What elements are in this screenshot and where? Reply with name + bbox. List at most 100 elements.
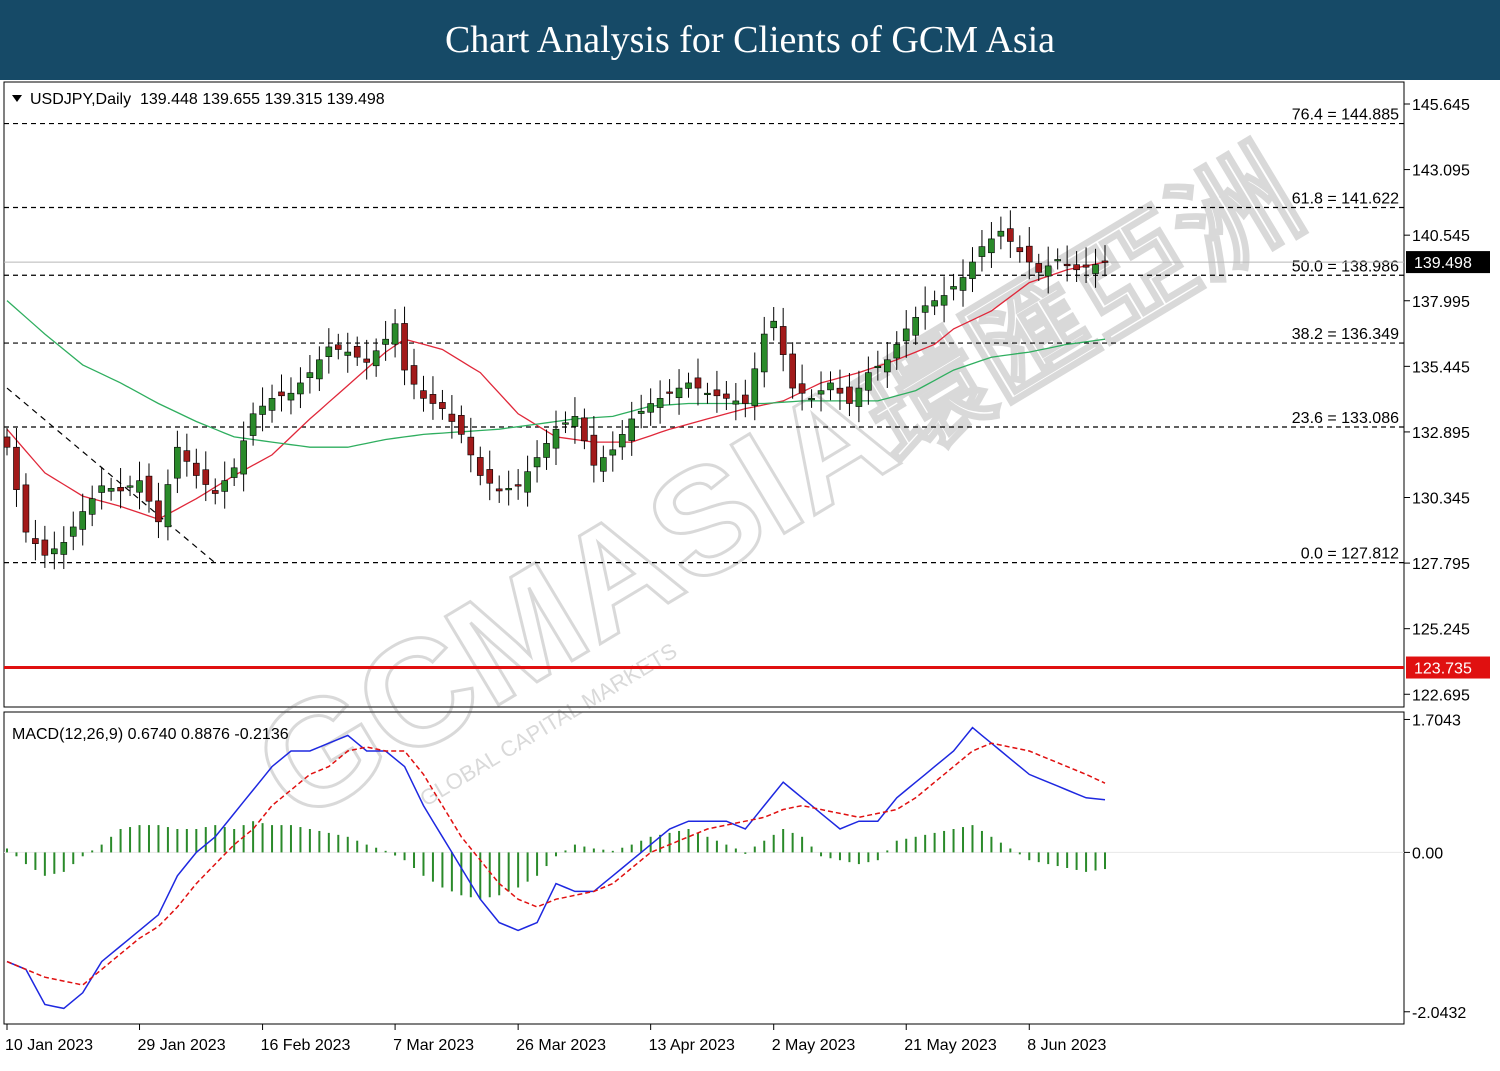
candle-body	[60, 542, 68, 555]
candle-body	[164, 484, 172, 528]
candle-body	[950, 286, 957, 290]
candle-body	[1054, 259, 1061, 262]
candle-body	[88, 498, 96, 515]
candle-body	[1016, 247, 1024, 253]
candle-body	[202, 469, 210, 485]
price-axis-label: 145.645	[1412, 97, 1470, 114]
candle-body	[959, 277, 967, 291]
fib-label-5: 0.0 = 127.812	[1301, 546, 1399, 563]
trendline-dashed	[6, 387, 216, 564]
candle-body	[893, 344, 901, 359]
time-axis-label: 10 Jan 2023	[5, 1037, 93, 1054]
candle-body	[278, 391, 285, 397]
price-axis-label: 125.245	[1412, 622, 1470, 639]
candle-body	[883, 359, 891, 373]
symbol-dropdown-icon[interactable]	[12, 95, 22, 102]
candle-body	[637, 410, 645, 414]
candle-body	[552, 428, 560, 449]
candle-body	[391, 323, 399, 345]
candle-body	[1063, 263, 1071, 267]
macd-pane-frame	[3, 711, 1405, 1025]
time-axis-label: 8 Jun 2023	[1027, 1037, 1106, 1054]
chart-banner-title: Chart Analysis for Clients of GCM Asia	[0, 0, 1500, 80]
candle-body	[51, 548, 58, 555]
candle-body	[193, 462, 200, 476]
price-axis-label: 122.695	[1412, 687, 1470, 704]
candle-body	[723, 393, 730, 399]
candle-body	[334, 344, 342, 350]
candle-body	[751, 368, 759, 406]
candle-body	[467, 436, 475, 456]
time-axis-label: 21 May 2023	[904, 1037, 997, 1054]
macd-pane: 1.7043 0.00 -2.0432 10 Jan 2023 29 Jan 2023 1…	[4, 712, 1466, 1054]
chart-canvas: GCMASIA 環匯亞洲 GLOBAL CAPITAL MARKETS 76.4…	[3, 81, 1490, 1054]
macd-axis-label: 1.7043	[1412, 712, 1461, 729]
candle-body	[3, 436, 11, 448]
candle-body	[363, 358, 370, 363]
candle-body	[590, 434, 598, 466]
candle-body	[742, 394, 749, 404]
candle-body	[524, 471, 531, 493]
candle-body	[353, 345, 361, 358]
candle-body	[448, 413, 456, 422]
price-axis-label: 140.545	[1412, 228, 1470, 245]
candle-body	[41, 539, 49, 556]
candle-body	[533, 457, 541, 468]
candle-body	[988, 238, 995, 254]
candle-body	[694, 377, 702, 389]
candle-body	[1101, 260, 1109, 263]
candle-body	[647, 403, 654, 413]
candle-body	[1025, 245, 1033, 263]
candle-body	[902, 328, 910, 342]
candle-body	[174, 446, 181, 479]
macd-line	[6, 726, 1106, 1010]
candle-body	[476, 457, 484, 476]
time-axis-label: 2 May 2023	[772, 1037, 856, 1054]
candle-body	[969, 261, 976, 279]
candle-body	[230, 467, 238, 478]
candle-body	[921, 305, 929, 313]
candle-body	[1073, 264, 1080, 271]
candle-body	[79, 511, 87, 530]
macd-axis-label: 0.00	[1412, 845, 1443, 862]
current-price-tag: 139.498	[1414, 255, 1472, 272]
candle-body	[287, 392, 295, 401]
candle-body	[978, 246, 986, 257]
candle-body	[382, 338, 389, 345]
candle-body	[514, 484, 522, 487]
candle-body	[618, 434, 626, 448]
candle-body	[32, 538, 39, 544]
candle-body	[581, 417, 588, 442]
fib-label-1: 61.8 = 141.622	[1292, 190, 1399, 207]
macd-signal-line	[6, 742, 1106, 986]
candle-body	[249, 413, 257, 436]
candle-body	[439, 402, 446, 409]
candle-body	[609, 449, 617, 456]
candle-body	[1035, 263, 1043, 273]
candle-body	[713, 389, 721, 397]
candle-body	[458, 415, 465, 435]
candle-body	[1082, 264, 1090, 268]
candle-body	[770, 320, 778, 329]
candle-body	[297, 382, 304, 395]
price-pane: 76.4 = 144.885 61.8 = 141.622 50.0 = 138.9…	[3, 97, 1490, 704]
candle-body	[1007, 228, 1014, 242]
candle-body	[259, 405, 266, 415]
candle-body	[344, 351, 352, 356]
candle-body	[562, 422, 569, 425]
time-axis-label: 7 Mar 2023	[393, 1037, 474, 1054]
candle-body	[13, 446, 20, 490]
price-axis-label: 135.445	[1412, 359, 1470, 376]
candle-body	[107, 488, 115, 492]
candle-body	[940, 295, 948, 306]
candle-body	[1044, 265, 1052, 277]
candle-body	[543, 443, 550, 458]
candle-body	[997, 230, 1005, 237]
candle-body	[1092, 264, 1099, 274]
macd-axis-label: -2.0432	[1412, 1005, 1466, 1022]
candle-body	[628, 418, 636, 441]
candle-body	[836, 387, 844, 394]
price-axis-label: 127.795	[1412, 556, 1470, 573]
candle-body	[316, 359, 323, 380]
candle-body	[704, 392, 711, 396]
